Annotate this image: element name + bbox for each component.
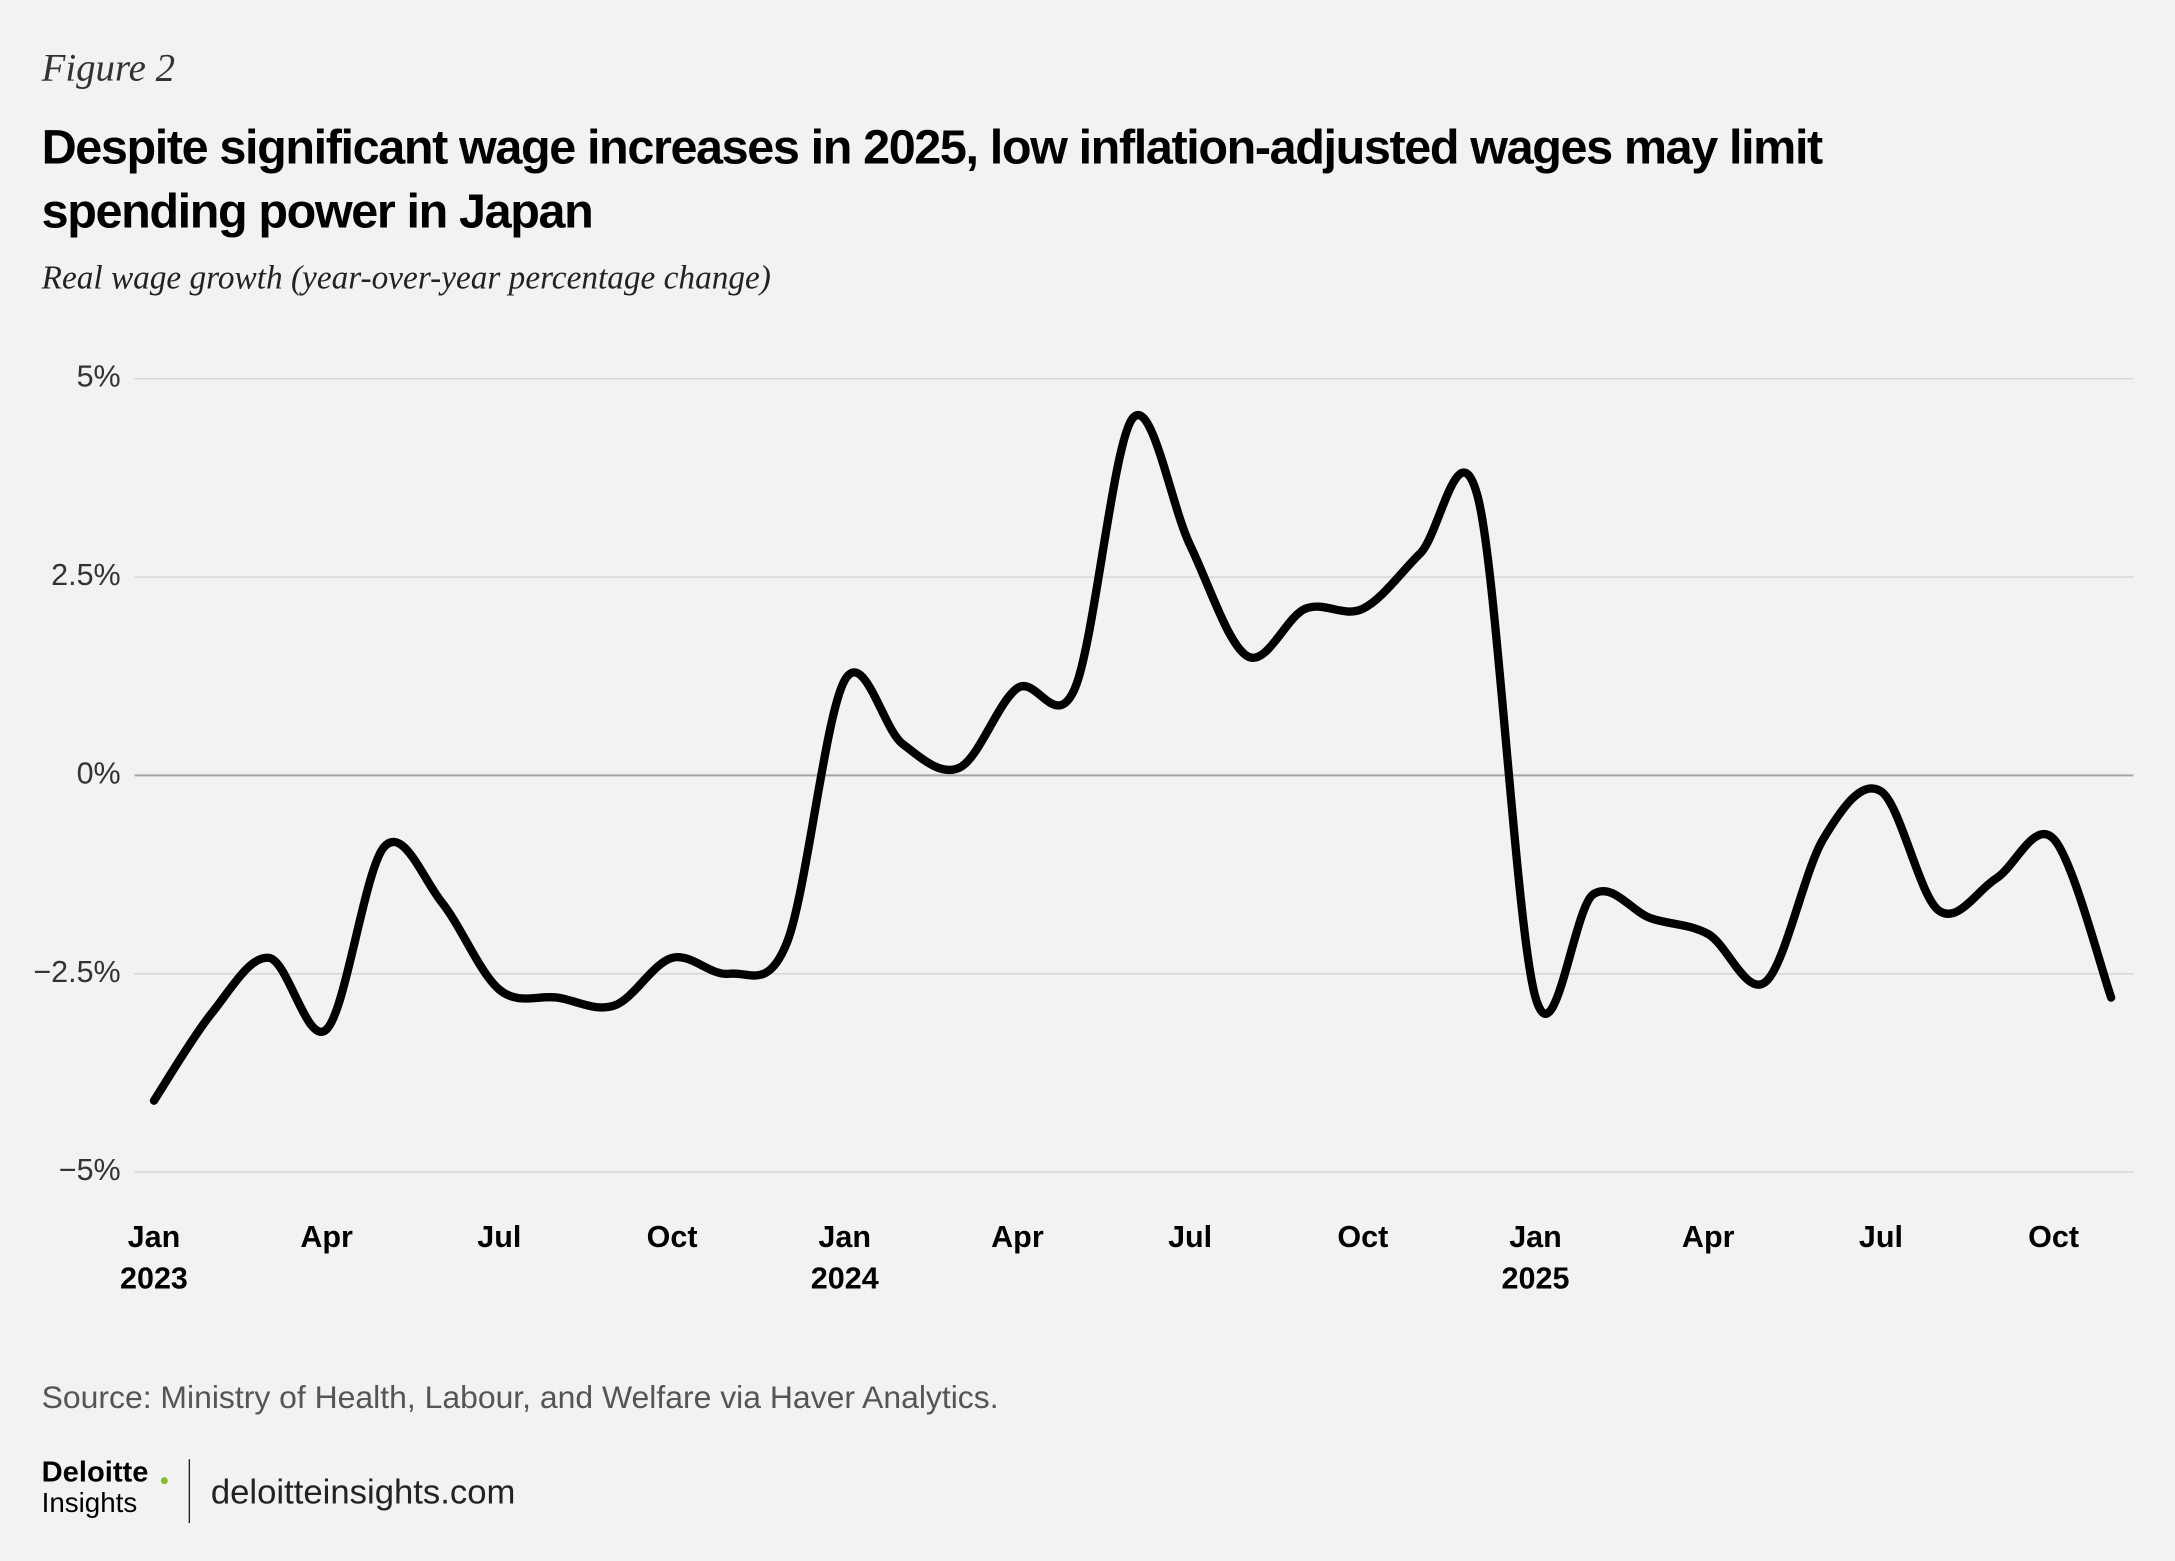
separator [188, 1459, 191, 1524]
x-tick-label: Oct [2028, 1219, 2080, 1254]
x-tick-label: Jan 2024 [810, 1219, 879, 1296]
x-tick-label: Oct [1337, 1219, 1389, 1254]
chart-subtitle: Real wage growth (year-over-year percent… [41, 260, 771, 297]
logo-text: Deloitte [41, 1456, 149, 1489]
line-series [149, 411, 2116, 1105]
y-tick-label: −2.5% [33, 955, 120, 989]
x-tick-label: Jul [1168, 1219, 1213, 1254]
figure-label: Figure 2 [41, 47, 176, 91]
x-tick-label: Apr [1681, 1219, 1735, 1254]
site-link: deloitteinsights.com [210, 1473, 516, 1512]
y-tick-label: 0% [77, 756, 121, 790]
x-tick-label: Jan 2025 [1501, 1219, 1570, 1296]
x-tick-label: Jan 2023 [120, 1219, 188, 1296]
x-tick-label: Apr [300, 1219, 353, 1254]
x-tick-label: Apr [991, 1219, 1044, 1254]
x-tick-label: Jul [477, 1219, 522, 1254]
logo-text: Insights [41, 1488, 138, 1519]
y-tick-label: 5% [77, 360, 121, 394]
y-tick-label: 2.5% [51, 558, 121, 592]
x-tick-label: Oct [646, 1219, 698, 1254]
source-note: Source: Ministry of Health, Labour, and … [41, 1378, 999, 1415]
logo-dot [160, 1477, 168, 1485]
x-tick-label: Jul [1858, 1219, 1903, 1254]
chart-title: Despite significant wage increases in 20… [41, 120, 1824, 239]
y-tick-label: −5% [59, 1153, 121, 1187]
